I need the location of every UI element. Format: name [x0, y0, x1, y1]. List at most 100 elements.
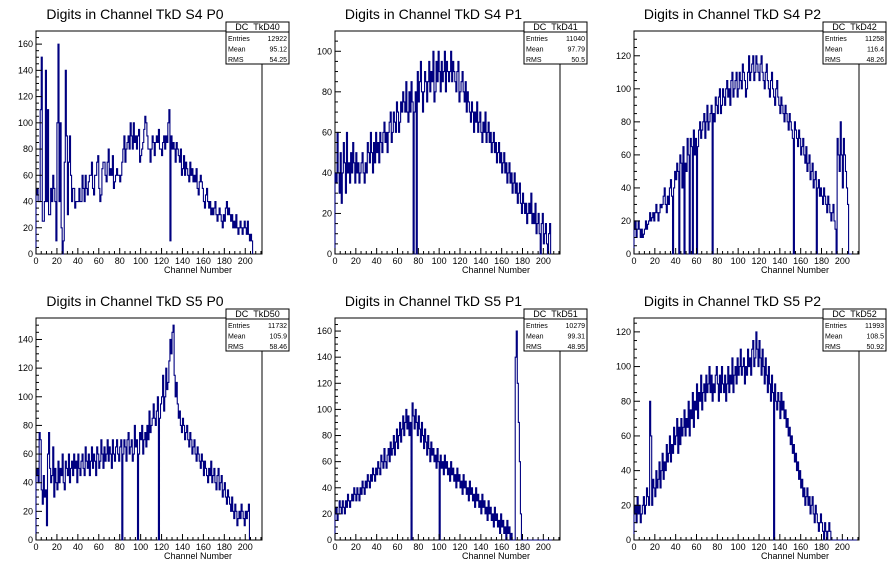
x-tick-label: 140: [772, 256, 787, 266]
stats-value: 116.4: [867, 47, 884, 54]
x-tick-label: 160: [793, 256, 808, 266]
x-tick-label: 140: [473, 542, 488, 552]
x-tick-label: 160: [793, 542, 808, 552]
x-tick-label: 20: [650, 256, 660, 266]
stats-name: DC_TkD51: [533, 309, 578, 319]
y-tick-label: 40: [322, 483, 332, 493]
x-tick-label: 40: [73, 542, 83, 552]
x-tick-label: 20: [351, 256, 361, 266]
y-tick-label: 100: [616, 362, 631, 372]
stats-value: 11258: [865, 36, 884, 43]
x-tick-label: 160: [196, 542, 211, 552]
x-tick-label: 120: [751, 256, 766, 266]
chart-title: Digits in Channel TkD S5 P2: [644, 293, 821, 309]
y-tick-label: 80: [621, 396, 631, 406]
y-tick-label: 0: [626, 535, 631, 545]
stats-label: RMS: [825, 344, 841, 351]
y-tick-label: 40: [621, 183, 631, 193]
stats-label: RMS: [228, 344, 244, 351]
y-tick-label: 20: [23, 506, 33, 516]
x-tick-label: 80: [413, 542, 423, 552]
x-tick-label: 80: [712, 256, 722, 266]
y-tick-label: 60: [23, 170, 33, 180]
x-tick-label: 100: [731, 542, 746, 552]
y-tick-label: 160: [18, 39, 33, 49]
x-tick-label: 40: [73, 256, 83, 266]
y-tick-label: 20: [322, 509, 332, 519]
stats-label: Entries: [526, 323, 548, 330]
x-tick-label: 140: [175, 256, 190, 266]
x-tick-label: 60: [691, 256, 701, 266]
y-tick-label: 120: [616, 51, 631, 61]
chart-title: Digits in Channel TkD S4 P0: [46, 6, 223, 22]
stats-name: DC_TkD50: [235, 309, 280, 319]
stats-label: Entries: [526, 36, 548, 43]
y-tick-label: 60: [23, 449, 33, 459]
y-tick-label: 0: [327, 249, 332, 259]
y-tick-label: 60: [621, 150, 631, 160]
y-tick-label: 120: [317, 378, 332, 388]
chart-panel: Digits in Channel TkD S5 P1 0 20 40 60 80 100 1…: [317, 293, 588, 561]
stats-value: 97.79: [567, 47, 585, 54]
x-tick-label: 160: [196, 256, 211, 266]
y-tick-label: 20: [621, 216, 631, 226]
x-tick-label: 200: [835, 256, 850, 266]
plot-frame: [633, 317, 860, 541]
y-tick-label: 0: [28, 535, 33, 545]
stats-value: 11040: [566, 36, 585, 43]
x-tick-label: 0: [33, 542, 38, 552]
chart-panel: Digits in Channel TkD S4 P2 0 20 40 60 80 100 1…: [616, 6, 887, 275]
x-tick-label: 140: [473, 256, 488, 266]
chart-title: Digits in Channel TkD S5 P1: [345, 293, 522, 309]
stats-label: Entries: [228, 36, 250, 43]
x-tick-label: 0: [631, 542, 636, 552]
y-tick-label: 100: [18, 118, 33, 128]
y-tick-label: 140: [18, 334, 33, 344]
x-tick-label: 60: [691, 542, 701, 552]
chart-title: Digits in Channel TkD S5 P0: [46, 293, 223, 309]
histogram-series: [35, 324, 250, 541]
y-tick-label: 40: [23, 478, 33, 488]
stats-value: 50.92: [866, 344, 884, 351]
x-tick-label: 180: [217, 542, 232, 552]
x-axis-label: Channel Number: [462, 551, 530, 561]
y-tick-label: 0: [626, 249, 631, 259]
x-tick-label: 40: [671, 542, 681, 552]
x-tick-label: 100: [133, 256, 148, 266]
x-axis-label: Channel Number: [164, 265, 232, 275]
y-tick-label: 140: [317, 352, 332, 362]
stats-value: 12922: [268, 36, 288, 43]
x-tick-label: 140: [772, 542, 787, 552]
x-tick-label: 200: [536, 256, 551, 266]
x-tick-label: 200: [835, 542, 850, 552]
stats-value: 48.26: [866, 57, 884, 64]
x-tick-label: 120: [154, 542, 169, 552]
x-tick-label: 40: [372, 542, 382, 552]
stats-value: 95.12: [269, 47, 287, 54]
chart-panel: Digits in Channel TkD S5 P2 0 20 40 60 80 100 1…: [616, 293, 887, 561]
y-tick-label: 60: [322, 457, 332, 467]
stats-value: 48.95: [567, 344, 585, 351]
y-tick-label: 60: [621, 431, 631, 441]
chart-panel: Digits in Channel TkD S4 P1 0 20 40 60 80 100 1…: [317, 6, 588, 275]
stats-name: DC_TkD42: [832, 22, 877, 32]
x-tick-label: 20: [52, 256, 62, 266]
stats-box: [523, 21, 588, 65]
x-axis-label: Channel Number: [164, 551, 232, 561]
histogram-series: [334, 330, 552, 541]
stats-label: RMS: [228, 57, 244, 64]
y-tick-label: 0: [327, 535, 332, 545]
x-tick-label: 100: [432, 256, 447, 266]
y-tick-label: 40: [322, 168, 332, 178]
y-tick-label: 20: [23, 223, 33, 233]
stats-label: Mean: [228, 47, 246, 54]
x-tick-label: 200: [238, 256, 253, 266]
chart-title: Digits in Channel TkD S4 P2: [644, 6, 821, 22]
x-axis-label: Channel Number: [761, 551, 829, 561]
stats-name: DC_TkD40: [235, 22, 280, 32]
stats-value: 58.46: [269, 344, 287, 351]
stats-label: RMS: [526, 57, 542, 64]
x-tick-label: 0: [631, 256, 636, 266]
x-tick-label: 200: [238, 542, 253, 552]
